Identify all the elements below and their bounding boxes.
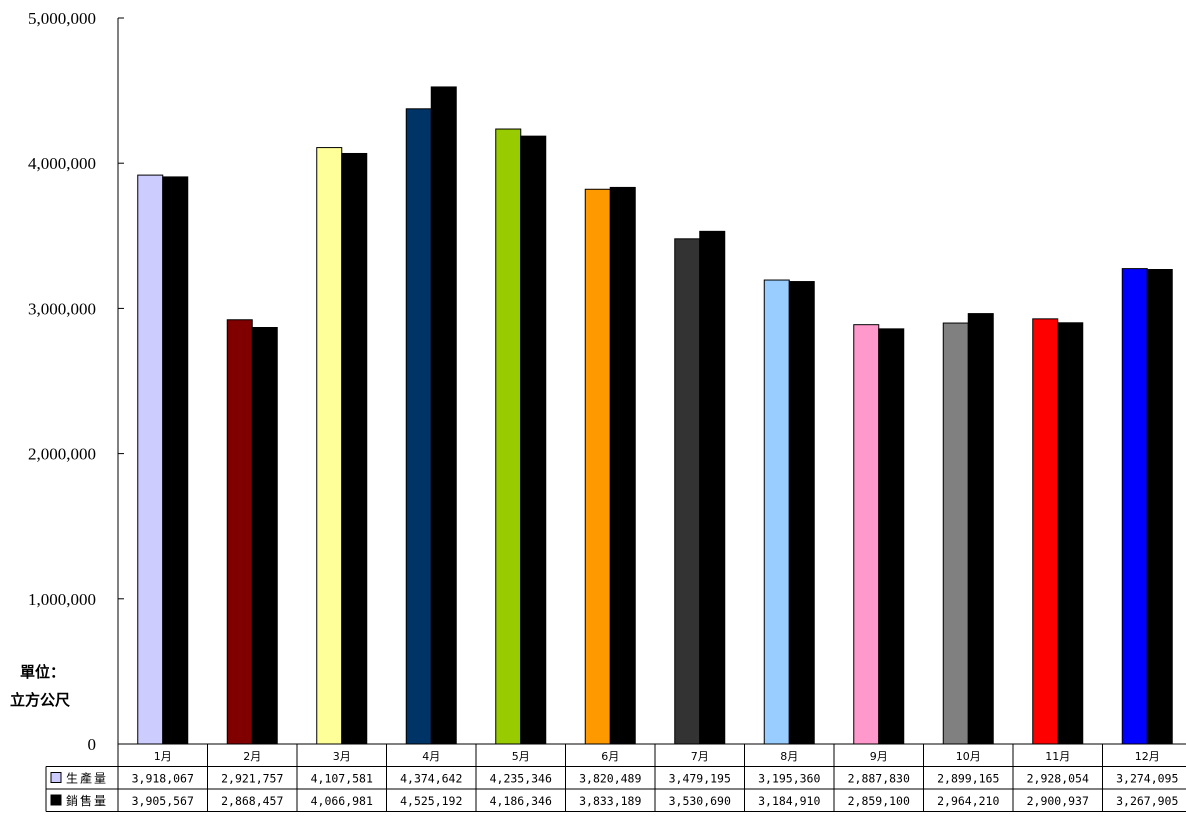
data-label: 4,066,981 (311, 794, 373, 808)
data-label: 3,479,195 (669, 772, 731, 786)
category-label: 11月 (1045, 750, 1070, 763)
data-label: 3,820,489 (579, 772, 641, 786)
data-label: 3,267,905 (1116, 794, 1178, 808)
data-label: 2,899,165 (937, 772, 999, 786)
data-label: 4,186,346 (490, 794, 552, 808)
unit-label-line1: 單位： (20, 663, 65, 681)
bar-sales (609, 186, 636, 745)
data-label: 2,964,210 (937, 794, 999, 808)
data-label: 3,184,910 (758, 794, 820, 808)
category-label: 1月 (154, 750, 172, 763)
bar-production (316, 147, 343, 745)
data-label: 3,833,189 (579, 794, 641, 808)
category-label: 5月 (512, 750, 530, 763)
bar-sales (341, 152, 368, 745)
category-label: 2月 (243, 750, 261, 763)
bar-production (853, 324, 880, 745)
category-label: 8月 (780, 750, 798, 763)
category-label: 9月 (870, 750, 888, 763)
bar-production (137, 174, 164, 745)
data-label: 2,859,100 (848, 794, 910, 808)
category-label: 4月 (422, 750, 440, 763)
y-tick-label: 4,000,000 (28, 154, 96, 173)
y-tick-label: 2,000,000 (28, 445, 96, 464)
data-label: 2,921,757 (221, 772, 283, 786)
bar-production (405, 108, 432, 745)
bar-sales (1146, 269, 1173, 745)
legend-label: 銷售量 (66, 793, 108, 808)
y-tick-label: 0 (88, 735, 97, 754)
data-label: 3,274,095 (1116, 772, 1178, 786)
data-label: 3,905,567 (132, 794, 194, 808)
y-tick-label: 1,000,000 (28, 590, 96, 609)
data-label: 2,868,457 (221, 794, 283, 808)
data-label: 3,195,360 (758, 772, 820, 786)
bar-sales (967, 313, 994, 745)
bar-sales (251, 327, 278, 745)
bar-sales (1057, 322, 1084, 745)
category-label: 6月 (601, 750, 619, 763)
bar-production (674, 238, 701, 745)
bar-sales (162, 176, 189, 745)
data-label: 2,887,830 (848, 772, 910, 786)
category-label: 10月 (956, 750, 981, 763)
bar-sales (788, 281, 815, 745)
bar-sales (878, 328, 905, 745)
bar-sales (430, 86, 457, 745)
data-label: 4,107,581 (311, 772, 373, 786)
y-tick-label: 5,000,000 (28, 9, 96, 28)
bar-production (942, 322, 969, 745)
bar-production (763, 279, 790, 745)
category-label: 7月 (691, 750, 709, 763)
bar-sales (699, 230, 726, 745)
category-label: 3月 (333, 750, 351, 763)
bar-production (495, 128, 522, 745)
unit-label-line2: 立方公尺 (10, 691, 70, 709)
data-label: 2,928,054 (1027, 772, 1089, 786)
bar-sales (520, 135, 547, 745)
category-label: 12月 (1135, 750, 1160, 763)
data-label: 3,530,690 (669, 794, 731, 808)
legend-swatch (50, 794, 62, 806)
data-label: 4,235,346 (490, 772, 552, 786)
data-label: 3,918,067 (132, 772, 194, 786)
y-tick-label: 3,000,000 (28, 299, 96, 318)
data-label: 2,900,937 (1027, 794, 1089, 808)
data-label: 4,374,642 (400, 772, 462, 786)
legend-label: 生產量 (66, 771, 108, 786)
bar-production (1121, 268, 1148, 745)
bar-production (1032, 318, 1059, 745)
bar-production (226, 319, 253, 745)
data-label: 4,525,192 (400, 794, 462, 808)
legend-swatch (50, 772, 62, 783)
bar-production (584, 188, 611, 745)
